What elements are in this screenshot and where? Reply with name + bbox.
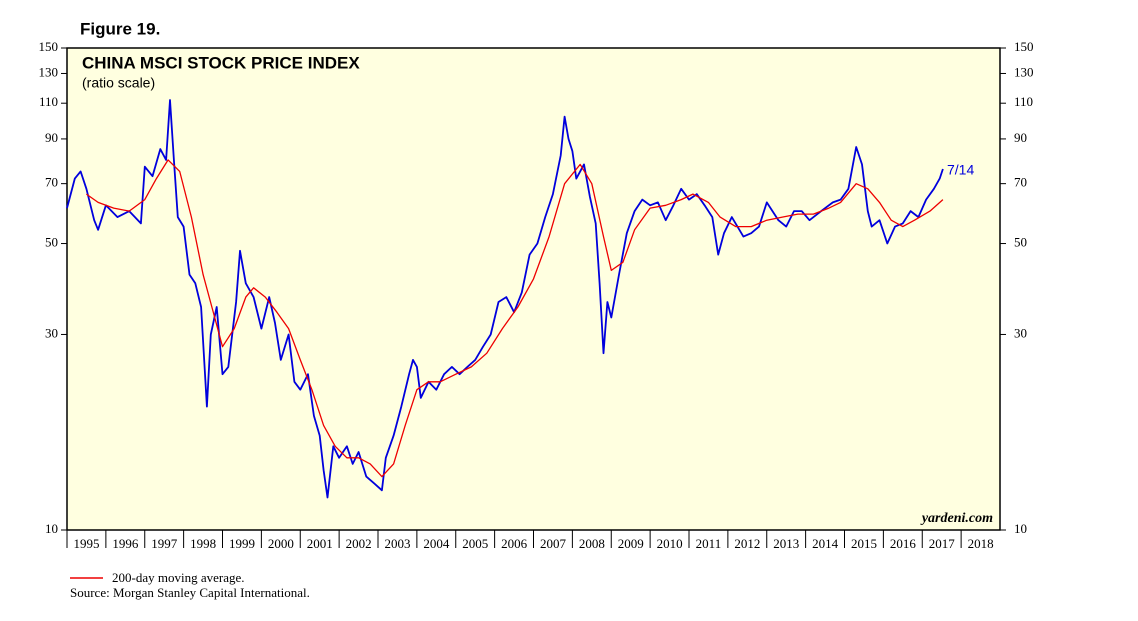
date-annotation: 7/14 xyxy=(947,162,974,178)
y-tick-label: 70 xyxy=(45,175,58,190)
x-tick-label: 2015 xyxy=(851,536,877,551)
x-tick-label: 2001 xyxy=(307,536,333,551)
x-tick-label: 2012 xyxy=(734,536,760,551)
x-tick-label: 2005 xyxy=(462,536,488,551)
x-tick-label: 2008 xyxy=(579,536,605,551)
x-tick-label: 2018 xyxy=(968,536,994,551)
x-tick-label: 2013 xyxy=(773,536,799,551)
chart-subtitle: (ratio scale) xyxy=(82,75,155,91)
y2-tick-label: 130 xyxy=(1014,64,1034,79)
y-tick-label: 30 xyxy=(45,325,58,340)
x-tick-label: 2014 xyxy=(812,536,839,551)
plot-area xyxy=(66,47,1001,531)
x-tick-label: 2006 xyxy=(501,536,528,551)
legend-label: 200-day moving average. xyxy=(112,570,244,585)
x-tick-label: 1999 xyxy=(229,536,255,551)
source: Source: Morgan Stanley Capital Internati… xyxy=(70,585,310,600)
y2-tick-label: 10 xyxy=(1014,521,1027,536)
chart-title: CHINA MSCI STOCK PRICE INDEX xyxy=(82,53,360,72)
x-tick-label: 2011 xyxy=(696,536,722,551)
y-tick-label: 110 xyxy=(39,94,58,109)
y-tick-label: 10 xyxy=(45,521,58,536)
y2-tick-label: 110 xyxy=(1014,94,1033,109)
x-tick-label: 1998 xyxy=(190,536,216,551)
y2-tick-label: 90 xyxy=(1014,130,1027,145)
x-tick-label: 2016 xyxy=(890,536,917,551)
y-tick-label: 130 xyxy=(39,64,59,79)
x-tick-label: 2003 xyxy=(384,536,410,551)
x-tick-label: 1995 xyxy=(73,536,99,551)
series-line xyxy=(86,159,944,478)
x-tick-label: 2007 xyxy=(540,536,567,551)
y2-tick-label: 30 xyxy=(1014,325,1027,340)
x-tick-label: 2000 xyxy=(268,536,294,551)
y-tick-label: 150 xyxy=(39,39,59,54)
x-tick-label: 2017 xyxy=(929,536,956,551)
x-tick-label: 1996 xyxy=(112,536,139,551)
x-tick-label: 2002 xyxy=(346,536,372,551)
watermark: yardeni.com xyxy=(920,511,993,526)
x-tick-label: 2004 xyxy=(423,536,450,551)
x-tick-label: 2009 xyxy=(618,536,644,551)
y2-tick-label: 70 xyxy=(1014,175,1027,190)
y2-tick-label: 150 xyxy=(1014,39,1034,54)
figure-label: Figure 19. xyxy=(80,19,160,38)
x-tick-label: 1997 xyxy=(151,536,178,551)
series-line xyxy=(66,99,944,499)
x-tick-label: 2010 xyxy=(657,536,683,551)
y2-tick-label: 50 xyxy=(1014,235,1027,250)
y-tick-label: 90 xyxy=(45,130,58,145)
y-tick-label: 50 xyxy=(45,235,58,250)
